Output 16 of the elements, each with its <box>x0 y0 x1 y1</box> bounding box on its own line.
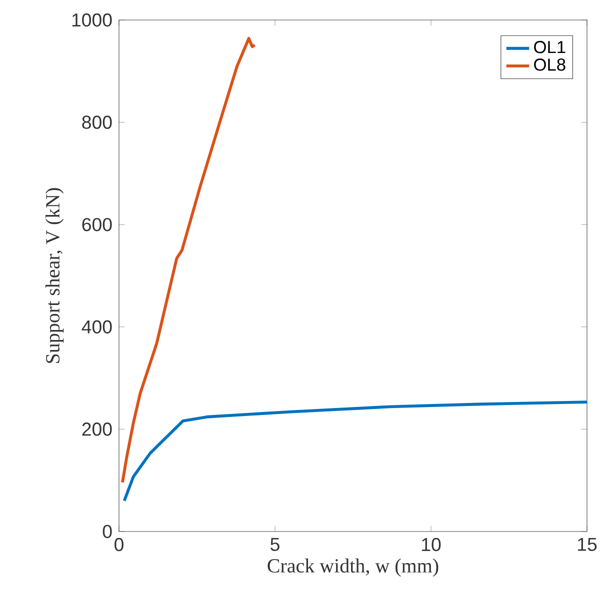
y-tick-label: 600 <box>82 218 112 232</box>
y-tick-label: 0 <box>102 524 112 538</box>
y-tick-label: 800 <box>82 116 112 129</box>
legend-label: OL1 <box>534 40 566 54</box>
line-series <box>120 36 256 484</box>
x-tick-label: 0 <box>114 538 124 552</box>
y-tick-label: 1000 <box>72 13 112 27</box>
x-tick-label: 15 <box>578 538 597 551</box>
y-tick-label: 400 <box>82 320 112 334</box>
x-axis-title: Crack width, w (mm) <box>268 558 438 577</box>
x-tick-label: 10 <box>422 538 441 552</box>
y-axis-title: Support shear, V (kN) <box>45 188 64 363</box>
line-series <box>122 400 587 502</box>
x-tick-label: 5 <box>270 538 280 551</box>
y-tick-label: 200 <box>82 422 112 436</box>
legend-label: OL8 <box>534 58 566 71</box>
